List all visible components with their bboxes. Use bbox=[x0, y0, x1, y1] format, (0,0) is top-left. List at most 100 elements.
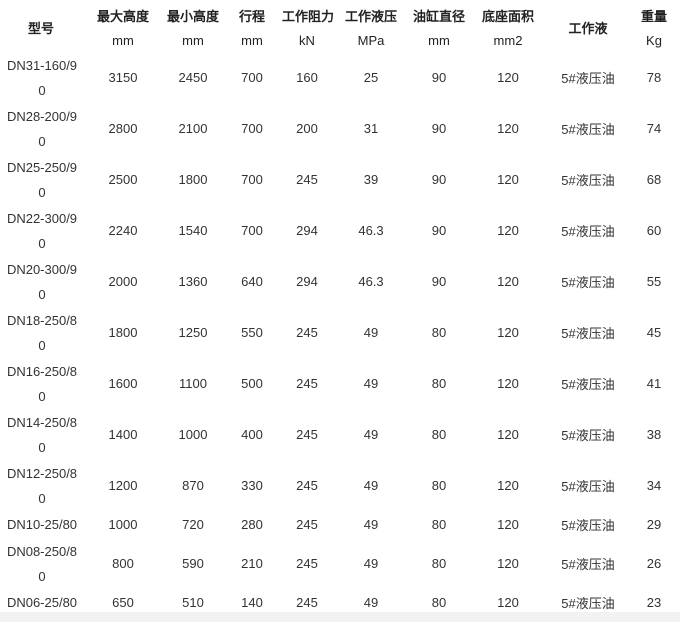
unit: MPa bbox=[357, 32, 385, 48]
cell-weight: 34 bbox=[646, 478, 662, 493]
table-row: DN10-25/80 1000 720 280 245 49 80 120 5#液压油 29 bbox=[0, 511, 680, 538]
cell-model: DN16-250/80 bbox=[6, 363, 78, 404]
cell-base-area: 120 bbox=[497, 427, 519, 442]
header-base-area: 底座面积 bbox=[481, 9, 534, 24]
cell-working-pressure: 31 bbox=[363, 121, 379, 136]
cell-weight: 45 bbox=[646, 325, 662, 340]
spec-table: 型号 最大高度 最小高度 行程 工作阻力 工作液压 油缸直径 底座面积 工作液 … bbox=[0, 3, 680, 616]
cell-stroke: 500 bbox=[241, 376, 263, 391]
cell-working-pressure: 49 bbox=[363, 427, 379, 442]
cell-working-pressure: 49 bbox=[363, 325, 379, 340]
cell-min-height: 720 bbox=[182, 517, 204, 532]
cell-base-area: 120 bbox=[497, 556, 519, 571]
cell-max-height: 800 bbox=[112, 556, 134, 571]
cell-cylinder-diameter: 90 bbox=[431, 70, 447, 85]
header-fluid: 工作液 bbox=[568, 21, 608, 36]
cell-fluid: 5#液压油 bbox=[561, 557, 615, 572]
cell-fluid: 5#液压油 bbox=[561, 428, 615, 443]
cell-working-pressure: 49 bbox=[363, 595, 379, 610]
cell-fluid: 5#液压油 bbox=[561, 377, 615, 392]
header-working-resistance: 工作阻力 bbox=[282, 9, 335, 24]
cell-max-height: 1400 bbox=[108, 427, 138, 442]
unit-row: mm mm mm kN MPa mm mm2 Kg bbox=[0, 28, 680, 52]
cell-fluid: 5#液压油 bbox=[561, 326, 615, 341]
cell-working-resistance: 200 bbox=[296, 121, 318, 136]
cell-weight: 55 bbox=[646, 274, 662, 289]
cell-stroke: 210 bbox=[241, 556, 263, 571]
table-row: DN28-200/90 2800 2100 700 200 31 90 120 5#液压油 74 bbox=[0, 103, 680, 154]
cell-working-pressure: 49 bbox=[363, 478, 379, 493]
cell-working-resistance: 245 bbox=[296, 595, 318, 610]
header-weight: 重量 bbox=[640, 9, 667, 24]
cell-min-height: 1540 bbox=[178, 223, 208, 238]
cell-min-height: 2450 bbox=[178, 70, 208, 85]
cell-working-resistance: 245 bbox=[296, 427, 318, 442]
table-row: DN06-25/80 650 510 140 245 49 80 120 5#液压油 23 bbox=[0, 589, 680, 616]
table-row: DN16-250/80 1600 1100 500 245 49 80 120 5#液压油 41 bbox=[0, 358, 680, 409]
cell-model: DN25-250/90 bbox=[6, 159, 78, 200]
cell-model: DN12-250/80 bbox=[6, 465, 78, 506]
cell-weight: 26 bbox=[646, 556, 662, 571]
cell-model: DN20-300/90 bbox=[6, 261, 78, 302]
cell-fluid: 5#液压油 bbox=[561, 596, 615, 611]
cell-cylinder-diameter: 90 bbox=[431, 172, 447, 187]
cell-weight: 23 bbox=[646, 595, 662, 610]
header-working-pressure: 工作液压 bbox=[344, 9, 397, 24]
cell-min-height: 2100 bbox=[178, 121, 208, 136]
cell-fluid: 5#液压油 bbox=[561, 71, 615, 86]
cell-cylinder-diameter: 90 bbox=[431, 223, 447, 238]
cell-min-height: 1800 bbox=[178, 172, 208, 187]
cell-working-resistance: 294 bbox=[296, 274, 318, 289]
cell-stroke: 140 bbox=[241, 595, 263, 610]
cell-stroke: 400 bbox=[241, 427, 263, 442]
cell-min-height: 870 bbox=[182, 478, 204, 493]
cell-working-resistance: 245 bbox=[296, 517, 318, 532]
cell-max-height: 2000 bbox=[108, 274, 138, 289]
cell-working-pressure: 49 bbox=[363, 517, 379, 532]
bottom-band bbox=[0, 612, 680, 622]
cell-working-pressure: 46.3 bbox=[358, 274, 384, 289]
cell-working-resistance: 245 bbox=[296, 556, 318, 571]
cell-fluid: 5#液压油 bbox=[561, 224, 615, 239]
cell-stroke: 550 bbox=[241, 325, 263, 340]
cell-working-resistance: 245 bbox=[296, 172, 318, 187]
cell-min-height: 1360 bbox=[178, 274, 208, 289]
cell-weight: 38 bbox=[646, 427, 662, 442]
cell-model: DN10-25/80 bbox=[6, 517, 78, 532]
cell-fluid: 5#液压油 bbox=[561, 479, 615, 494]
cell-stroke: 330 bbox=[241, 478, 263, 493]
cell-working-pressure: 49 bbox=[363, 376, 379, 391]
unit: mm bbox=[182, 32, 204, 48]
unit: mm2 bbox=[493, 32, 523, 48]
cell-base-area: 120 bbox=[497, 223, 519, 238]
cell-stroke: 700 bbox=[241, 172, 263, 187]
cell-working-resistance: 245 bbox=[296, 325, 318, 340]
cell-stroke: 700 bbox=[241, 223, 263, 238]
cell-working-resistance: 160 bbox=[296, 70, 318, 85]
cell-max-height: 2800 bbox=[108, 121, 138, 136]
cell-cylinder-diameter: 80 bbox=[431, 325, 447, 340]
unit: mm bbox=[428, 32, 450, 48]
header-row: 型号 最大高度 最小高度 行程 工作阻力 工作液压 油缸直径 底座面积 工作液 … bbox=[0, 3, 680, 36]
table-row: DN31-160/90 3150 2450 700 160 25 90 120 5#液压油 78 bbox=[0, 52, 680, 103]
header-max-height: 最大高度 bbox=[96, 9, 149, 24]
cell-stroke: 640 bbox=[241, 274, 263, 289]
cell-base-area: 120 bbox=[497, 478, 519, 493]
cell-base-area: 120 bbox=[497, 70, 519, 85]
cell-min-height: 1250 bbox=[178, 325, 208, 340]
cell-model: DN18-250/80 bbox=[6, 312, 78, 353]
cell-base-area: 120 bbox=[497, 172, 519, 187]
cell-model: DN06-25/80 bbox=[6, 595, 78, 610]
cell-cylinder-diameter: 80 bbox=[431, 427, 447, 442]
cell-cylinder-diameter: 90 bbox=[431, 274, 447, 289]
unit: Kg bbox=[646, 32, 662, 48]
table-row: DN25-250/90 2500 1800 700 245 39 90 120 5#液压油 68 bbox=[0, 154, 680, 205]
cell-weight: 78 bbox=[646, 70, 662, 85]
cell-stroke: 280 bbox=[241, 517, 263, 532]
cell-working-pressure: 49 bbox=[363, 556, 379, 571]
header-min-height: 最小高度 bbox=[166, 9, 219, 24]
cell-working-resistance: 245 bbox=[296, 376, 318, 391]
cell-base-area: 120 bbox=[497, 376, 519, 391]
cell-min-height: 510 bbox=[182, 595, 204, 610]
